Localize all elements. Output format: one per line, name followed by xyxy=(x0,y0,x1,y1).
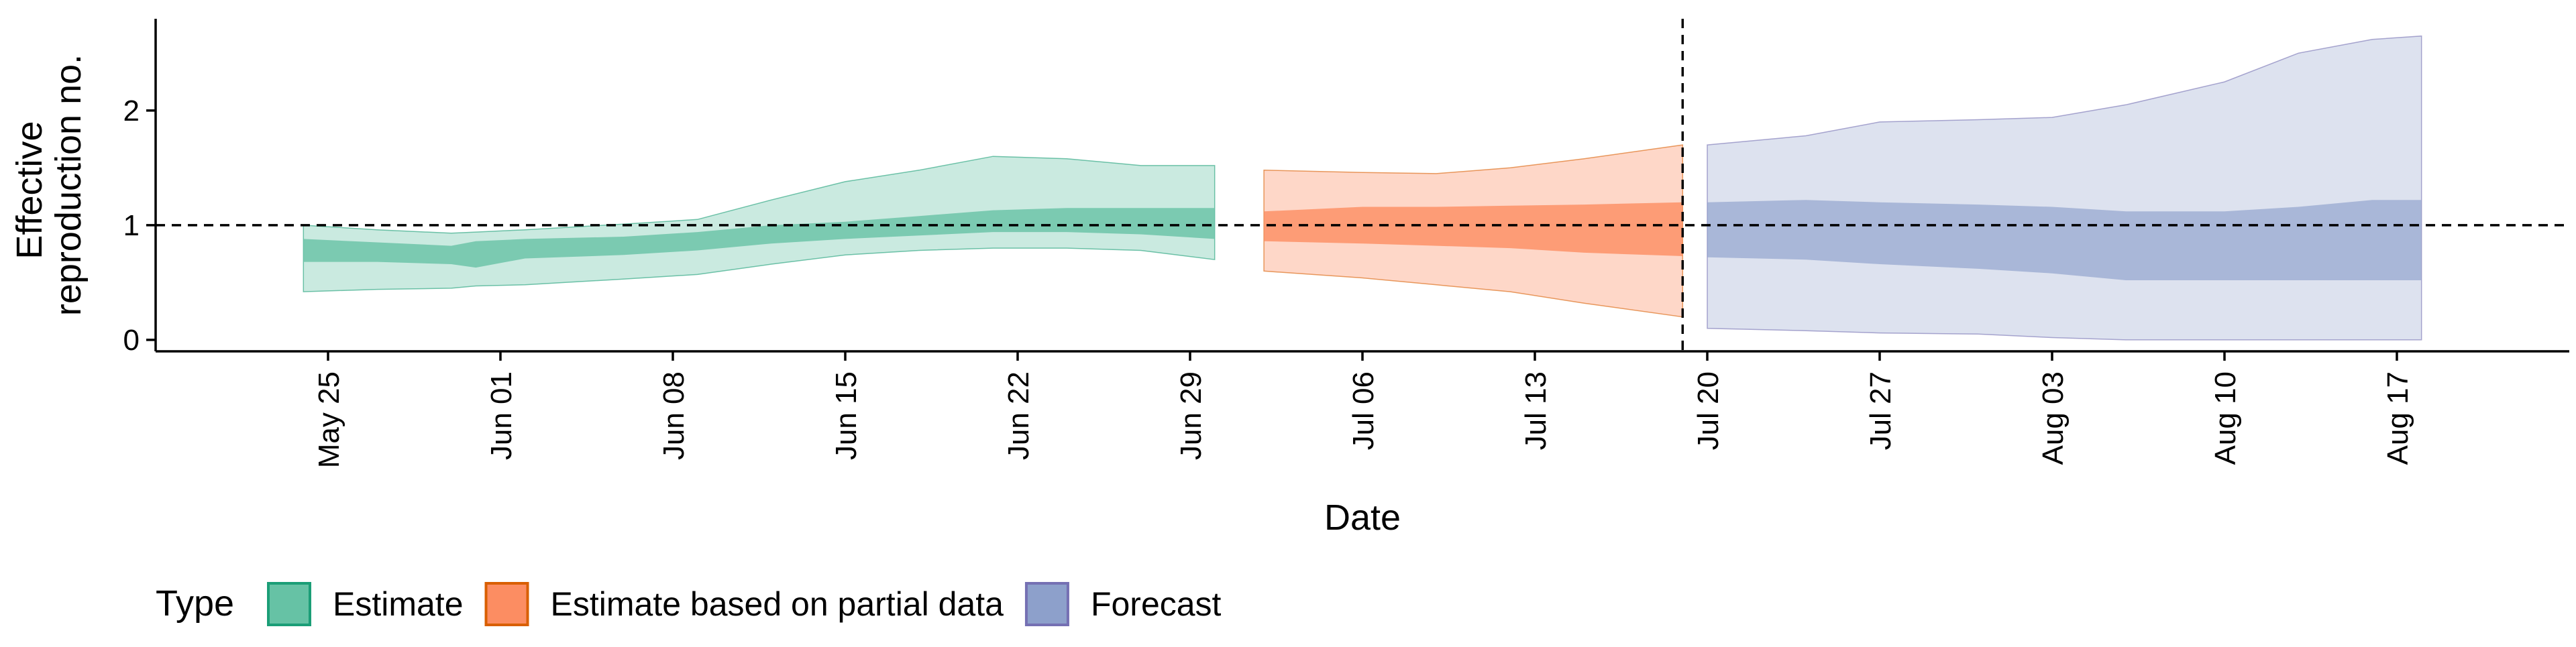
legend-label: Forecast xyxy=(1091,585,1222,623)
y-tick-label: 0 xyxy=(123,324,140,357)
x-tick-label: Jul 06 xyxy=(1347,371,1380,450)
legend: Type Estimate Estimate based on partial d… xyxy=(156,582,1222,626)
y-axis-title-line-2: reproduction no. xyxy=(48,54,89,316)
legend-swatch xyxy=(1024,582,1069,626)
legend-label: Estimate xyxy=(333,585,464,623)
y-axis-title: Effective reproduction no. xyxy=(9,54,89,316)
y-tick-label: 2 xyxy=(123,95,140,127)
x-tick-label: Jun 29 xyxy=(1175,371,1208,460)
x-axis-title: Date xyxy=(1324,497,1401,538)
x-tick-label: Aug 03 xyxy=(2037,371,2070,465)
x-tick-label: Jul 20 xyxy=(1692,371,1725,450)
axes: 0 1 2 May 25 Jun 01 Jun 08 Jun 15 Jun 22 Jun 29 J… xyxy=(123,19,2569,468)
legend-label: Estimate based on partial data xyxy=(551,585,1004,623)
bands-layer xyxy=(303,35,2422,341)
band-90-forecast xyxy=(1707,35,2422,341)
legend-item-estimate-based-on-partial-data: Estimate based on partial data xyxy=(484,582,1004,626)
reference-lines xyxy=(156,19,2569,351)
x-tick-label: Jul 13 xyxy=(1519,371,1552,450)
legend-swatch xyxy=(484,582,529,626)
legend-swatch xyxy=(267,582,311,626)
legend-title: Type xyxy=(156,583,234,624)
x-tick-label: Aug 10 xyxy=(2209,371,2242,465)
x-tick-label: May 25 xyxy=(313,371,345,468)
band-50-estimate xyxy=(303,208,1215,268)
y-tick-label: 1 xyxy=(123,209,140,242)
x-tick-label: Jun 08 xyxy=(657,371,690,460)
x-tick-label: Jun 22 xyxy=(1002,371,1035,460)
band-50-forecast xyxy=(1707,200,2422,280)
x-tick-label: Jul 27 xyxy=(1864,371,1897,450)
band-50-estimate-based-on-partial-data xyxy=(1264,202,1683,256)
y-axis-title-line-1: Effective xyxy=(9,121,50,259)
x-tick-label: Jun 01 xyxy=(485,371,518,460)
x-tick-label: Aug 17 xyxy=(2381,371,2414,465)
x-tick-label: Jun 15 xyxy=(830,371,863,460)
legend-item-estimate: Estimate xyxy=(267,582,464,626)
legend-item-forecast: Forecast xyxy=(1024,582,1222,626)
